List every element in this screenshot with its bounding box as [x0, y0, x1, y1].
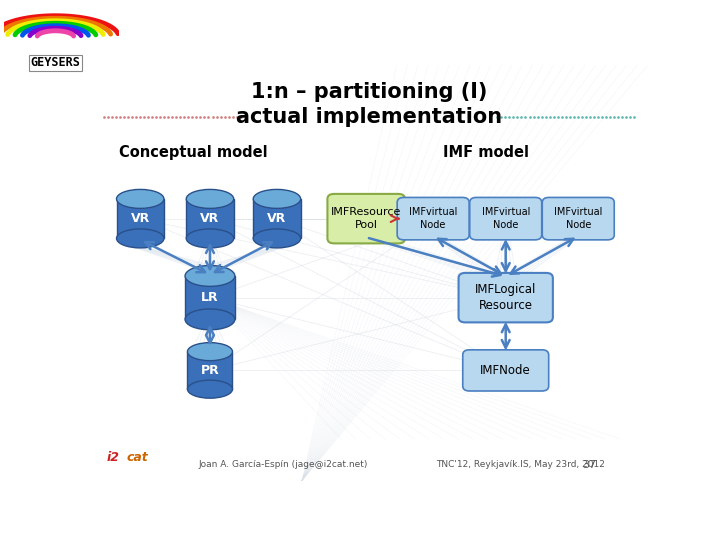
- FancyBboxPatch shape: [117, 199, 164, 238]
- Ellipse shape: [185, 309, 235, 330]
- Ellipse shape: [185, 266, 235, 286]
- Text: IMF model: IMF model: [444, 145, 529, 160]
- FancyBboxPatch shape: [463, 350, 549, 391]
- FancyBboxPatch shape: [469, 198, 541, 240]
- Text: GEYSERS: GEYSERS: [30, 57, 81, 70]
- Text: IMFvirtual
Node: IMFvirtual Node: [482, 207, 530, 230]
- Text: IMFNode: IMFNode: [480, 364, 531, 377]
- Text: i2: i2: [107, 451, 120, 464]
- FancyBboxPatch shape: [186, 199, 234, 238]
- Ellipse shape: [186, 190, 234, 208]
- Text: actual implementation: actual implementation: [236, 107, 502, 127]
- FancyBboxPatch shape: [542, 198, 614, 240]
- FancyBboxPatch shape: [253, 199, 301, 238]
- Ellipse shape: [187, 343, 233, 361]
- FancyBboxPatch shape: [459, 273, 553, 322]
- Text: Joan A. García-Espín (jage@i2cat.net): Joan A. García-Espín (jage@i2cat.net): [199, 460, 368, 469]
- Text: IMFvirtual
Node: IMFvirtual Node: [409, 207, 457, 230]
- Text: VR: VR: [200, 212, 220, 225]
- Text: 37: 37: [582, 460, 596, 470]
- Ellipse shape: [117, 229, 164, 248]
- Text: VR: VR: [267, 212, 287, 225]
- FancyBboxPatch shape: [397, 198, 469, 240]
- Ellipse shape: [117, 190, 164, 208]
- Ellipse shape: [253, 229, 301, 248]
- Text: IMFLogical
Resource: IMFLogical Resource: [475, 283, 536, 312]
- Text: LR: LR: [201, 291, 219, 304]
- FancyBboxPatch shape: [185, 276, 235, 319]
- Text: Conceptual model: Conceptual model: [119, 145, 268, 160]
- Ellipse shape: [187, 380, 233, 398]
- Text: TNC'12, Reykjavík.IS, May 23rd, 2012: TNC'12, Reykjavík.IS, May 23rd, 2012: [436, 460, 605, 469]
- Text: IMFvirtual
Node: IMFvirtual Node: [554, 207, 603, 230]
- Text: VR: VR: [130, 212, 150, 225]
- Text: IMFResource
Pool: IMFResource Pool: [331, 207, 401, 230]
- Ellipse shape: [186, 229, 234, 248]
- Text: 1:n – partitioning (I): 1:n – partitioning (I): [251, 82, 487, 102]
- Ellipse shape: [253, 190, 301, 208]
- FancyBboxPatch shape: [187, 352, 233, 389]
- FancyBboxPatch shape: [328, 194, 405, 244]
- Text: PR: PR: [201, 364, 220, 377]
- Text: cat: cat: [126, 451, 148, 464]
